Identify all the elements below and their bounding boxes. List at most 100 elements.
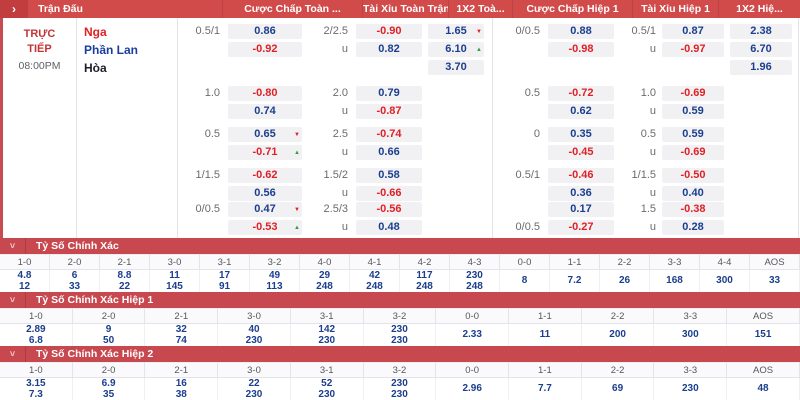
score-odds-cell[interactable]: 200 xyxy=(581,324,655,346)
ft-handicap-odds-button[interactable]: 0.47 ▼ xyxy=(228,202,302,217)
score-odds-value[interactable]: 230 xyxy=(391,389,408,400)
ft-1x2-odds-button[interactable]: 1.65 ▼ xyxy=(428,24,484,39)
section-bar-h2[interactable]: ˅ Tỷ Số Chính Xác Hiệp 2 xyxy=(0,346,800,362)
h1-over-under-odds-button[interactable]: -0.69 xyxy=(662,145,724,160)
score-odds-cell[interactable]: 300 xyxy=(700,270,750,292)
score-odds-value[interactable]: 42 xyxy=(368,270,381,281)
score-odds-cell[interactable]: 300 xyxy=(654,324,728,346)
score-odds-cell[interactable]: 52 230 xyxy=(290,378,364,400)
h1-handicap-odds-button[interactable]: -0.46 xyxy=(548,168,614,183)
ft-handicap-odds-button[interactable]: -0.53 ▲ xyxy=(228,220,302,235)
score-odds-value[interactable]: 49 xyxy=(268,270,281,281)
score-odds-cell[interactable]: 168 xyxy=(650,270,700,292)
away-team-name[interactable]: Phần Lan xyxy=(84,43,139,57)
score-odds-cell[interactable]: 2.96 xyxy=(436,378,510,400)
score-odds-value[interactable]: 7.7 xyxy=(537,383,552,394)
score-odds-cell[interactable]: 22 230 xyxy=(218,378,291,400)
score-odds-value[interactable]: 113 xyxy=(266,281,283,292)
ft-handicap-odds-button[interactable]: 0.65 ▼ xyxy=(228,127,302,142)
score-odds-cell[interactable]: 3.15 7.3 xyxy=(0,378,73,400)
score-odds-value[interactable]: 168 xyxy=(666,275,683,286)
score-odds-value[interactable]: 7.3 xyxy=(28,389,43,400)
ft-handicap-odds-button[interactable]: 0.56 xyxy=(228,186,302,201)
score-odds-cell[interactable]: 29 248 xyxy=(300,270,350,292)
score-odds-cell[interactable]: 33 xyxy=(750,270,800,292)
score-odds-value[interactable]: 230 xyxy=(318,335,336,346)
score-odds-value[interactable]: 145 xyxy=(166,281,183,292)
h1-handicap-odds-button[interactable]: -0.27 xyxy=(548,220,614,235)
ft-1x2-odds-button[interactable]: 6.10 ▲ xyxy=(428,42,484,57)
score-odds-value[interactable]: 33 xyxy=(768,275,781,286)
score-odds-value[interactable]: 230 xyxy=(318,389,336,400)
score-odds-cell[interactable]: 230 230 xyxy=(363,378,437,400)
score-odds-cell[interactable]: 6 33 xyxy=(50,270,100,292)
score-odds-cell[interactable]: 8 xyxy=(500,270,550,292)
draw-label[interactable]: Hòa xyxy=(84,61,107,75)
h1-1x2-odds-button[interactable]: 6.70 xyxy=(730,42,792,57)
score-odds-value[interactable]: 48 xyxy=(757,383,769,394)
ft-over-under-odds-button[interactable]: 0.58 xyxy=(356,168,422,183)
h1-over-under-odds-button[interactable]: -0.38 xyxy=(662,202,724,217)
h1-handicap-odds-button[interactable]: 0.62 xyxy=(548,104,614,119)
h1-over-under-odds-button[interactable]: 0.59 xyxy=(662,127,724,142)
h1-handicap-odds-button[interactable]: -0.72 xyxy=(548,86,614,101)
h1-handicap-odds-button[interactable]: -0.45 xyxy=(548,145,614,160)
home-team-name[interactable]: Nga xyxy=(84,25,107,39)
score-odds-value[interactable]: 142 xyxy=(318,324,336,335)
ft-over-under-odds-button[interactable]: 0.79 xyxy=(356,86,422,101)
score-odds-value[interactable]: 2.96 xyxy=(462,383,482,394)
ft-handicap-odds-button[interactable]: 0.74 xyxy=(228,104,302,119)
h1-over-under-odds-button[interactable]: 0.87 xyxy=(662,24,724,39)
score-odds-value[interactable]: 4.8 xyxy=(17,270,32,281)
score-odds-value[interactable]: 50 xyxy=(103,335,115,346)
h1-over-under-odds-button[interactable]: -0.50 xyxy=(662,168,724,183)
score-odds-cell[interactable]: 42 248 xyxy=(350,270,400,292)
score-odds-value[interactable]: 248 xyxy=(316,281,333,292)
score-odds-cell[interactable]: 7.7 xyxy=(509,378,582,400)
score-odds-value[interactable]: 40 xyxy=(248,324,260,335)
score-odds-value[interactable]: 9 xyxy=(105,324,112,335)
score-odds-value[interactable]: 230 xyxy=(391,324,408,335)
h1-1x2-odds-button[interactable]: 1.96 xyxy=(730,60,792,75)
score-odds-cell[interactable]: 9 50 xyxy=(72,324,146,346)
score-odds-cell[interactable]: 2.89 6.8 xyxy=(0,324,73,346)
score-odds-cell[interactable]: 48 xyxy=(727,378,800,400)
h1-1x2-odds-button[interactable]: 2.38 xyxy=(730,24,792,39)
score-odds-value[interactable]: 6.8 xyxy=(28,335,43,346)
h1-over-under-odds-button[interactable]: 0.59 xyxy=(662,104,724,119)
score-odds-value[interactable]: 74 xyxy=(175,335,187,346)
ft-handicap-odds-button[interactable]: -0.62 xyxy=(228,168,302,183)
score-odds-value[interactable]: 12 xyxy=(18,281,31,292)
score-odds-value[interactable]: 151 xyxy=(754,329,772,340)
score-odds-cell[interactable]: 40 230 xyxy=(218,324,291,346)
score-odds-value[interactable]: 248 xyxy=(466,281,483,292)
score-odds-value[interactable]: 248 xyxy=(366,281,383,292)
ft-1x2-odds-button[interactable]: 3.70 xyxy=(428,60,484,75)
h1-over-under-odds-button[interactable]: -0.97 xyxy=(662,42,724,57)
score-odds-value[interactable]: 69 xyxy=(612,383,624,394)
score-odds-cell[interactable]: 32 74 xyxy=(145,324,219,346)
score-odds-cell[interactable]: 49 113 xyxy=(250,270,300,292)
score-odds-value[interactable]: 11 xyxy=(169,270,180,281)
score-odds-value[interactable]: 6 xyxy=(71,270,78,281)
ft-over-under-odds-button[interactable]: -0.66 xyxy=(356,186,422,201)
ft-handicap-odds-button[interactable]: -0.80 xyxy=(228,86,302,101)
ft-over-under-odds-button[interactable]: -0.90 xyxy=(356,24,422,39)
score-odds-value[interactable]: 38 xyxy=(175,389,187,400)
section-bar-h1[interactable]: ˅ Tỷ Số Chính Xác Hiệp 1 xyxy=(0,292,800,308)
h1-over-under-odds-button[interactable]: 0.28 xyxy=(662,220,724,235)
score-odds-value[interactable]: 230 xyxy=(391,378,408,389)
collapse-chevron-icon[interactable]: ˅ xyxy=(0,238,26,254)
score-odds-cell[interactable]: 16 38 xyxy=(145,378,219,400)
score-odds-value[interactable]: 22 xyxy=(118,281,131,292)
score-odds-value[interactable]: 230 xyxy=(245,335,263,346)
h1-handicap-odds-button[interactable]: -0.98 xyxy=(548,42,614,57)
ft-handicap-odds-button[interactable]: -0.92 xyxy=(228,42,302,57)
h1-handicap-odds-button[interactable]: 0.36 xyxy=(548,186,614,201)
score-odds-value[interactable]: 17 xyxy=(218,270,231,281)
h1-handicap-odds-button[interactable]: 0.17 xyxy=(548,202,614,217)
h1-over-under-odds-button[interactable]: 0.40 xyxy=(662,186,724,201)
score-odds-value[interactable]: 8.8 xyxy=(117,270,132,281)
ft-over-under-odds-button[interactable]: -0.56 xyxy=(356,202,422,217)
score-odds-cell[interactable]: 151 xyxy=(727,324,800,346)
